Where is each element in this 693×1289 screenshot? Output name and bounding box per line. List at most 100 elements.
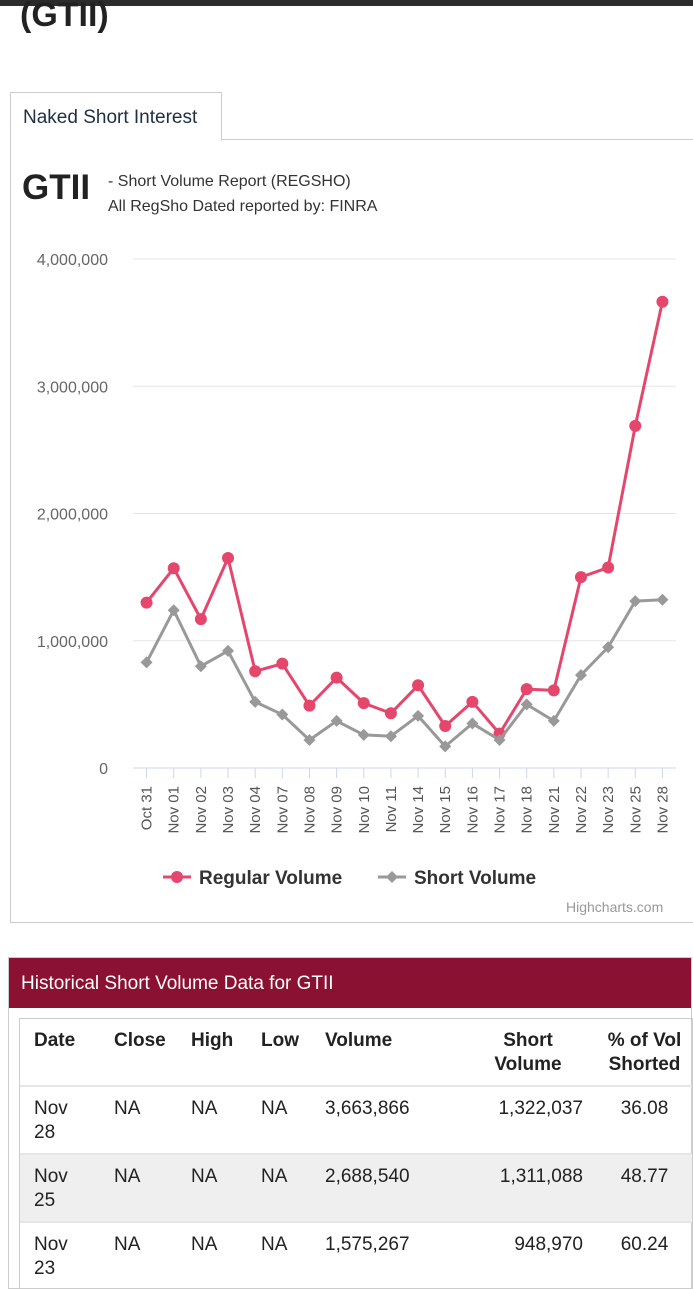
col-short-volume[interactable]: Short Volume bbox=[494, 1030, 562, 1075]
data-point bbox=[466, 695, 479, 708]
data-point bbox=[602, 641, 615, 654]
data-point bbox=[167, 604, 180, 617]
chart-panel bbox=[10, 139, 693, 923]
x-tick-label: Nov 01 bbox=[166, 786, 183, 834]
data-point bbox=[357, 728, 370, 741]
data-point bbox=[357, 697, 370, 710]
data-point bbox=[520, 683, 533, 696]
x-tick-label: Nov 09 bbox=[329, 786, 346, 834]
data-point bbox=[574, 669, 587, 682]
short-volume-chart: 4,000,000 3,000,000 2,000,000 1,000,000 0 Oct… bbox=[37, 252, 676, 889]
data-point bbox=[574, 571, 587, 584]
table-row: Nov 23 NA NA NA 1,575,267 948,970 60.24 bbox=[20, 1221, 692, 1289]
col-high[interactable]: High bbox=[191, 1030, 234, 1051]
data-point bbox=[629, 419, 642, 432]
table-header-row: Date Close High Low Volume Short Volume … bbox=[20, 1019, 692, 1086]
y-tick-label: 3,000,000 bbox=[37, 379, 108, 396]
table-header-bar: Historical Short Volume Data for GTII bbox=[9, 958, 691, 1008]
data-point bbox=[439, 740, 452, 753]
y-tick-label: 4,000,000 bbox=[37, 252, 108, 269]
col-low[interactable]: Low bbox=[261, 1030, 299, 1051]
data-point bbox=[140, 596, 153, 609]
x-tick-label: Nov 02 bbox=[193, 786, 210, 834]
table-container: Date Close High Low Volume Short Volume … bbox=[19, 1018, 693, 1289]
y-tick-label: 0 bbox=[99, 761, 108, 778]
history-table-box: Historical Short Volume Data for GTII Da… bbox=[8, 957, 693, 1289]
x-tick-label: Nov 16 bbox=[464, 786, 481, 834]
cell-high: NA bbox=[177, 1221, 247, 1289]
x-tick-label: Oct 31 bbox=[139, 786, 156, 830]
col-pct-shorted[interactable]: % of Vol Shorted bbox=[607, 1030, 682, 1075]
data-point bbox=[520, 698, 533, 711]
cell-volume: 3,663,866 bbox=[311, 1085, 443, 1154]
y-tick-label: 1,000,000 bbox=[37, 634, 108, 651]
col-close[interactable]: Close bbox=[114, 1030, 166, 1051]
table-row: Nov 28 NA NA NA 3,663,866 1,322,037 36.0… bbox=[20, 1085, 692, 1154]
data-point bbox=[303, 699, 316, 712]
y-tick-label: 2,000,000 bbox=[37, 507, 108, 524]
table-row: Nov 25 NA NA NA 2,688,540 1,311,088 48.7… bbox=[20, 1153, 692, 1222]
data-point bbox=[466, 717, 479, 730]
x-tick-label: Nov 18 bbox=[519, 786, 536, 834]
cell-low: NA bbox=[247, 1153, 311, 1222]
data-point bbox=[656, 295, 669, 308]
x-tick-label: Nov 21 bbox=[546, 786, 563, 834]
cell-close: NA bbox=[100, 1221, 177, 1289]
data-point bbox=[384, 707, 397, 720]
cell-pct-shorted: 48.77 bbox=[591, 1153, 692, 1222]
data-point bbox=[547, 714, 560, 727]
cell-short-volume: 948,970 bbox=[443, 1221, 591, 1289]
data-point bbox=[222, 644, 235, 657]
series-line bbox=[145, 598, 663, 748]
data-point bbox=[194, 613, 207, 626]
x-tick-label: Nov 15 bbox=[437, 786, 454, 834]
x-tick-label: Nov 04 bbox=[247, 786, 264, 834]
data-point bbox=[276, 657, 289, 670]
page-title: (GTII) bbox=[20, 0, 109, 34]
chart-subtitle: - Short Volume Report (REGSHO) bbox=[108, 173, 351, 190]
top-bar bbox=[0, 0, 693, 6]
history-table: Date Close High Low Volume Short Volume … bbox=[20, 1019, 692, 1289]
cell-low: NA bbox=[247, 1085, 311, 1154]
data-point bbox=[303, 734, 316, 747]
series-line bbox=[145, 301, 664, 736]
data-point bbox=[629, 595, 642, 608]
x-tick-label: Nov 14 bbox=[410, 786, 427, 834]
x-tick-label: Nov 08 bbox=[301, 786, 318, 834]
cell-high: NA bbox=[177, 1085, 247, 1154]
x-tick-label: Nov 25 bbox=[627, 786, 644, 834]
chart-ticker: GTII bbox=[22, 168, 91, 207]
data-point bbox=[222, 552, 235, 565]
data-point bbox=[493, 734, 506, 747]
cell-date: Nov 28 bbox=[20, 1085, 100, 1154]
data-point bbox=[384, 730, 397, 743]
x-tick-label: Nov 22 bbox=[573, 786, 590, 834]
x-tick-label: Nov 17 bbox=[492, 786, 509, 834]
chart-source: All RegSho Dated reported by: FINRA bbox=[108, 198, 378, 215]
cell-date: Nov 23 bbox=[20, 1221, 100, 1289]
x-tick-label: Nov 28 bbox=[654, 786, 671, 834]
cell-pct-shorted: 36.08 bbox=[591, 1085, 692, 1154]
data-point bbox=[276, 708, 289, 721]
col-date[interactable]: Date bbox=[34, 1030, 76, 1051]
cell-low: NA bbox=[247, 1221, 311, 1289]
x-tick-label: Nov 23 bbox=[600, 786, 617, 834]
tab-naked-short-interest[interactable]: Naked Short Interest bbox=[10, 92, 222, 141]
table-title: Historical Short Volume Data for GTII bbox=[21, 973, 334, 994]
cell-volume: 2,688,540 bbox=[311, 1153, 443, 1222]
data-point bbox=[249, 665, 262, 678]
data-point bbox=[439, 720, 452, 733]
x-tick-label: Nov 10 bbox=[356, 786, 373, 834]
credits-link[interactable]: Highcharts.com bbox=[566, 899, 664, 915]
data-point bbox=[412, 679, 425, 692]
data-point bbox=[249, 695, 262, 708]
data-point bbox=[194, 660, 207, 673]
data-point bbox=[330, 714, 343, 727]
cell-date: Nov 25 bbox=[20, 1153, 100, 1222]
col-volume[interactable]: Volume bbox=[325, 1030, 393, 1051]
cell-short-volume: 1,322,037 bbox=[443, 1085, 591, 1154]
data-point bbox=[547, 684, 560, 697]
data-point bbox=[656, 593, 669, 606]
x-tick-label: Nov 07 bbox=[274, 786, 291, 834]
cell-high: NA bbox=[177, 1153, 247, 1222]
